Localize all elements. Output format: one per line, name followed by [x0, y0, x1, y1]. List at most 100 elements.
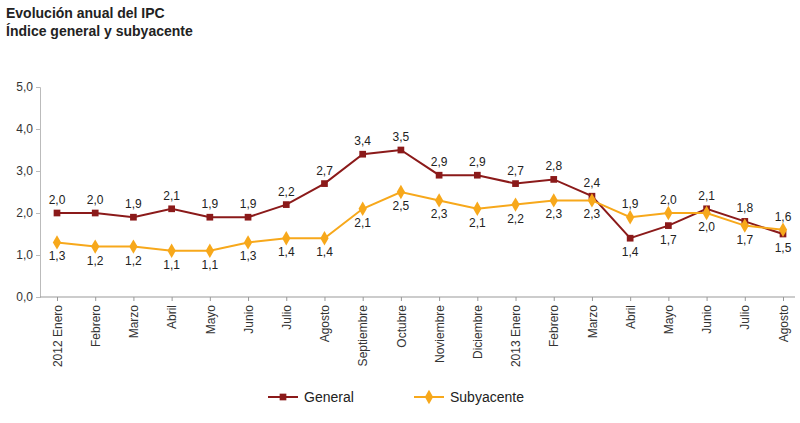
x-tick-mark — [707, 297, 708, 301]
chart: Evolución anual del IPCÍndice general y … — [0, 0, 800, 423]
data-labels: 2,02,01,92,11,91,92,22,73,43,52,92,92,72… — [49, 130, 792, 272]
series-marker — [588, 193, 596, 207]
y-tick: 1,0 — [16, 248, 40, 262]
data-label: 3,4 — [354, 134, 371, 148]
data-label: 1,9 — [240, 197, 257, 211]
x-tick: Febrero — [547, 297, 561, 347]
x-tick-mark — [783, 297, 784, 301]
data-label: 2,2 — [278, 185, 295, 199]
x-axis-line — [40, 297, 795, 298]
x-tick-mark — [630, 297, 631, 301]
legend-marker — [280, 394, 287, 401]
series-marker — [702, 206, 710, 220]
legend-marker — [425, 390, 433, 404]
series-marker — [54, 210, 61, 217]
series-marker — [664, 206, 672, 220]
x-tick-label: Mayo — [662, 305, 676, 335]
series-marker — [359, 202, 367, 216]
data-label: 2,0 — [698, 220, 715, 234]
x-tick-mark — [477, 297, 478, 301]
x-tick-label: 2013 Enero — [509, 305, 523, 367]
y-tick-mark — [36, 129, 40, 130]
legend-label: General — [304, 389, 354, 405]
data-label: 2,1 — [469, 216, 486, 230]
x-tick-label: 2012 Enero — [51, 305, 65, 367]
series-marker — [244, 235, 252, 249]
series-marker — [168, 205, 175, 212]
x-tick-mark — [363, 297, 364, 301]
data-label: 1,7 — [736, 233, 753, 247]
x-tick-mark — [286, 297, 287, 301]
y-tick: 5,0 — [16, 80, 40, 94]
data-label: 1,9 — [622, 197, 639, 211]
x-tick-label: Diciembre — [471, 305, 485, 359]
data-label: 2,7 — [507, 164, 524, 178]
data-label: 1,4 — [622, 245, 639, 259]
x-tick: Marzo — [586, 297, 600, 338]
data-label: 2,3 — [431, 207, 448, 221]
y-axis-line — [36, 88, 41, 298]
data-label: 1,9 — [125, 197, 142, 211]
series-marker — [283, 201, 290, 208]
y-tick-label: 2,0 — [16, 206, 33, 220]
x-tick-mark — [401, 297, 402, 301]
series-marker — [779, 223, 787, 237]
data-label: 2,9 — [431, 155, 448, 169]
x-tick-label: Marzo — [586, 305, 600, 339]
x-tick-mark — [745, 297, 746, 301]
data-label: 1,7 — [660, 233, 677, 247]
series-marker — [512, 180, 519, 187]
data-label: 1,9 — [201, 197, 218, 211]
x-tick-label: Junio — [242, 305, 256, 334]
legend-item: General — [268, 389, 354, 405]
x-tick-label: Mayo — [204, 305, 218, 335]
x-tick-label: Abril — [624, 305, 638, 329]
x-tick-mark — [210, 297, 211, 301]
series-marker — [627, 235, 634, 242]
y-tick-mark — [36, 213, 40, 214]
y-tick-label: 5,0 — [16, 80, 33, 94]
data-label: 1,3 — [240, 249, 257, 263]
series-marker — [91, 239, 99, 253]
data-label: 2,0 — [660, 193, 677, 207]
legend: GeneralSubyacente — [268, 389, 524, 405]
series-marker — [206, 214, 213, 221]
series-marker — [474, 172, 481, 179]
data-label: 1,3 — [49, 249, 66, 263]
series-marker — [129, 239, 137, 253]
x-tick: Agosto — [777, 297, 791, 342]
x-tick-label: Agosto — [318, 305, 332, 343]
x-tick: Diciembre — [471, 297, 485, 359]
data-label: 2,8 — [545, 159, 562, 173]
data-label: 1,8 — [736, 201, 753, 215]
data-label: 1,1 — [163, 258, 180, 272]
data-label: 2,9 — [469, 155, 486, 169]
series-marker — [398, 147, 405, 154]
data-label: 2,1 — [163, 189, 180, 203]
data-label: 1,4 — [316, 245, 333, 259]
data-label: 1,2 — [125, 254, 142, 268]
series-marker — [321, 180, 328, 187]
data-label: 2,3 — [545, 207, 562, 221]
data-label: 2,0 — [87, 193, 104, 207]
x-tick-label: Noviembre — [433, 305, 447, 363]
series-marker — [359, 151, 366, 158]
x-tick: Abril — [624, 297, 638, 329]
y-tick-label: 0,0 — [16, 290, 33, 304]
x-tick: Mayo — [662, 297, 676, 334]
x-tick: Noviembre — [433, 297, 447, 363]
title: Evolución anual del IPC — [6, 5, 165, 21]
x-tick: Mayo — [204, 297, 218, 334]
data-label: 3,5 — [393, 130, 410, 144]
data-label: 2,0 — [49, 193, 66, 207]
series-marker — [206, 244, 214, 258]
x-tick-mark — [172, 297, 173, 301]
y-tick: 3,0 — [16, 164, 40, 178]
series-group — [53, 147, 787, 258]
x-tick-mark — [516, 297, 517, 301]
data-label: 1,5 — [775, 241, 792, 255]
data-label: 2,2 — [507, 212, 524, 226]
x-tick: Agosto — [318, 297, 332, 342]
x-tick: Julio — [738, 297, 752, 330]
x-tick: Marzo — [127, 297, 141, 338]
